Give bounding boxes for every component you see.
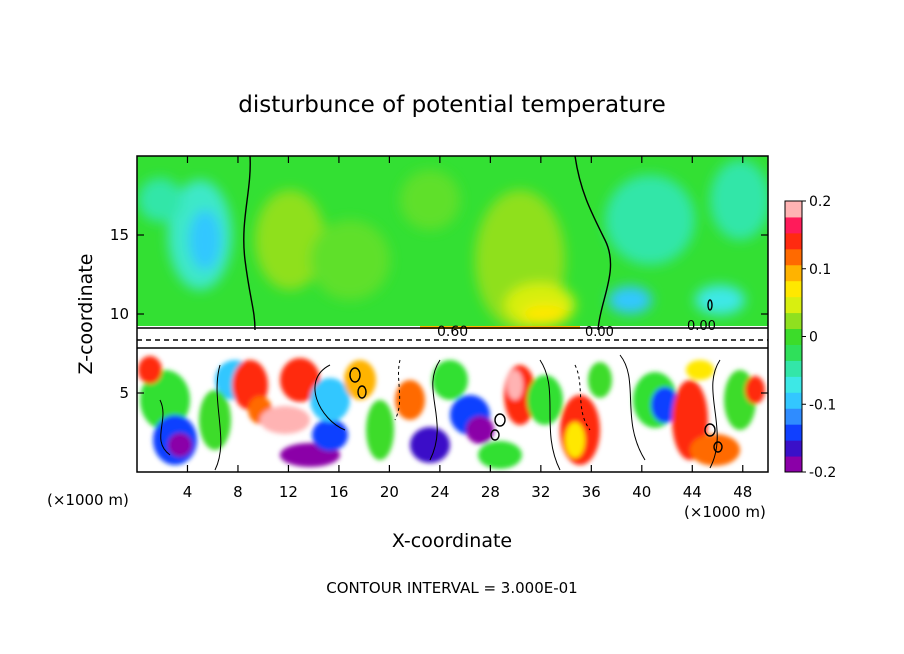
y-tick-label-0: 5: [119, 384, 129, 402]
y-tick-label-2: 15: [110, 226, 129, 244]
contour-lines: [137, 156, 768, 471]
contour-label-1: 0.60: [437, 324, 468, 340]
x-tick-label-6: 28: [481, 483, 500, 501]
colorbar-swatch-14: [785, 232, 802, 250]
chart-title: disturbunce of potential temperature: [238, 92, 666, 118]
colorbar-swatch-15: [785, 216, 802, 234]
colorbar-tick-label-2: 0: [809, 330, 818, 346]
colorbar-swatch-10: [785, 296, 802, 314]
colorbar-swatch-5: [785, 376, 802, 393]
colorbar-tick-label-1: 0.1: [809, 262, 831, 278]
y-tick-label-1: 10: [110, 305, 129, 323]
colorbar-swatch-9: [785, 312, 802, 330]
lower-field-blobs: [138, 356, 765, 469]
colorbar-swatch-1: [785, 440, 802, 457]
boundary-band: [137, 326, 768, 351]
colorbar-swatch-12: [785, 264, 802, 282]
colorbar-swatch-7: [785, 344, 802, 361]
y-axis-ticks: 5 10 15: [110, 226, 768, 402]
colorbar-swatch-4: [785, 392, 802, 409]
x-axis-title: X-coordinate: [392, 530, 512, 552]
contour-interval-footer: CONTOUR INTERVAL = 3.000E-01: [326, 579, 577, 597]
colorbar-swatch-8: [785, 328, 802, 345]
x-tick-label-8: 36: [582, 483, 601, 501]
plot-area: [137, 156, 768, 472]
x-tick-label-10: 44: [683, 483, 702, 501]
upper-field-blobs: [138, 160, 768, 330]
colorbar-swatch-3: [785, 408, 802, 425]
x-tick-label-3: 16: [329, 483, 348, 501]
colorbar-swatch-6: [785, 360, 802, 377]
colorbar-swatch-11: [785, 280, 802, 298]
x-tick-label-1: 8: [233, 483, 243, 501]
y-axis-title: Z-coordinate: [75, 254, 97, 375]
colorbar-swatch-13: [785, 248, 802, 266]
x-tick-label-2: 12: [279, 483, 298, 501]
colorbar-tick-label-4: -0.2: [809, 465, 836, 481]
colorbar-swatch-0: [785, 456, 802, 473]
x-tick-label-5: 24: [430, 483, 449, 501]
colorbar-swatch-2: [785, 424, 802, 441]
x-tick-label-4: 20: [380, 483, 399, 501]
contour-label-2: 0.00: [585, 325, 614, 340]
colorbar-tick-label-0: 0.2: [809, 194, 831, 210]
x-unit-label-right: (×1000 m): [684, 503, 766, 521]
x-tick-label-9: 40: [632, 483, 651, 501]
x-tick-label-7: 32: [531, 483, 550, 501]
colorbar-ticks: 0.2 0.1 0 -0.1 -0.2: [802, 194, 836, 481]
colorbar-tick-label-3: -0.1: [809, 397, 836, 413]
x-axis-ticks: 4 8 12 16 20 24 28 32 36 40 44 48: [183, 156, 752, 501]
contour-label-3: 0.00: [687, 319, 716, 334]
x-unit-label-left: (×1000 m): [47, 491, 129, 509]
x-tick-label-11: 48: [733, 483, 752, 501]
colorbar-swatch-16: [785, 201, 802, 218]
colorbar: [785, 201, 802, 473]
x-tick-label-0: 4: [183, 483, 193, 501]
